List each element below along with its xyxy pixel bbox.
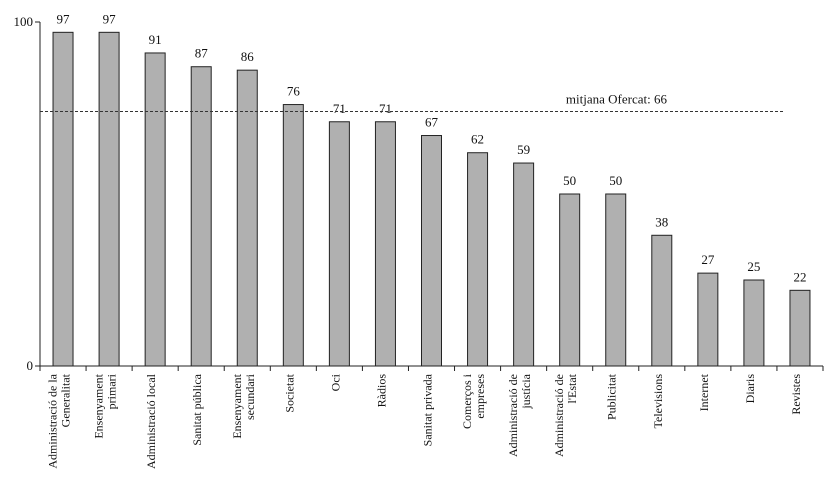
category-label: Sanitat privada: [421, 373, 435, 446]
category-label: empreses: [473, 374, 487, 419]
bar: [697, 272, 719, 367]
category-label-group: Internet: [697, 373, 711, 411]
bar: [513, 162, 535, 367]
category-label: Revistes: [789, 374, 803, 415]
category-label: Sanitat pública: [190, 373, 204, 445]
data-label: 38: [655, 214, 668, 229]
bar: [98, 31, 120, 367]
reference-line-group: mitjana Ofercat: 66: [40, 91, 783, 112]
category-label-group: Sanitat privada: [421, 373, 435, 446]
category-label-group: Televisions: [651, 374, 665, 429]
category-label: Internet: [697, 373, 711, 411]
bar: [789, 289, 811, 367]
data-label: 67: [425, 115, 439, 130]
data-label: 87: [195, 46, 209, 61]
x-axis: Administració de la Generalitat Ensenyamen…: [39, 365, 824, 469]
category-label: Oci: [328, 373, 342, 391]
bar: [743, 279, 765, 367]
bar: [374, 121, 396, 367]
category-label: l'Estat: [565, 373, 579, 403]
category-label-group: Oci: [328, 373, 342, 391]
data-label: 22: [793, 269, 806, 284]
y-tick-label: 100: [14, 14, 34, 29]
bar: [421, 135, 442, 367]
bar: [559, 193, 581, 367]
data-label: 62: [471, 132, 484, 147]
category-label: Televisions: [651, 374, 665, 429]
data-label: 71: [333, 101, 346, 116]
category-label-group: Ensenyament secundari: [230, 373, 257, 438]
category-label-group: Administració de la Generalitat: [46, 373, 73, 468]
category-label: Administració local: [144, 373, 158, 469]
bar: [52, 31, 74, 367]
category-label-group: Administració local: [144, 373, 158, 469]
average-reference-label: mitjana Ofercat: 66: [566, 91, 668, 106]
data-label: 50: [563, 173, 576, 188]
category-label-group: Ràdios: [374, 374, 388, 408]
category-label: justícia: [519, 373, 533, 409]
data-label: 86: [241, 49, 255, 64]
category-label: Diaris: [743, 374, 757, 404]
category-label: secundari: [243, 373, 257, 420]
category-label: Generalitat: [59, 373, 73, 427]
category-label-group: Administració de justícia: [506, 373, 533, 457]
bar: [605, 193, 627, 367]
category-label-group: Societat: [282, 373, 296, 412]
y-axis: 0 100: [14, 14, 41, 373]
category-label: Ensenyament: [92, 373, 106, 438]
category-label-group: Administració de l'Estat: [552, 373, 579, 457]
category-label: Ràdios: [374, 374, 388, 408]
category-label-group: Sanitat pública: [190, 373, 204, 445]
category-label-group: Revistes: [789, 374, 803, 415]
category-label: Administració de: [552, 374, 566, 457]
data-label: 59: [517, 142, 530, 157]
category-label: Ensenyament: [230, 373, 244, 438]
category-label-group: Diaris: [743, 374, 757, 404]
data-label: 25: [747, 259, 760, 274]
data-label: 97: [103, 11, 117, 26]
category-label: Administració de: [506, 374, 520, 457]
bar: [282, 104, 304, 367]
data-label: 50: [609, 173, 622, 188]
category-label: Administració de la: [46, 373, 60, 468]
bar: [236, 69, 258, 367]
data-label: 76: [287, 84, 301, 99]
bar: [328, 121, 350, 367]
category-label-group: Comerços i empreses: [460, 373, 487, 429]
y-tick-label: 0: [27, 358, 34, 373]
data-label: 27: [701, 252, 715, 267]
category-label: Societat: [282, 373, 296, 412]
category-label-group: Publicitat: [605, 373, 619, 420]
bars-group: 97 97 91 87 86 76 71 71 67 62 59 50 50 38 27 25 22: [52, 11, 811, 367]
data-label: 71: [379, 101, 392, 116]
data-label: 91: [149, 32, 162, 47]
bar: [467, 152, 489, 367]
bar: [651, 234, 673, 367]
data-label: 97: [57, 11, 71, 26]
category-label-group: Ensenyament primari: [92, 373, 119, 438]
category-label: Comerços i: [460, 373, 474, 429]
category-label: primari: [105, 373, 119, 409]
category-label: Publicitat: [605, 373, 619, 420]
bar: [144, 52, 166, 367]
